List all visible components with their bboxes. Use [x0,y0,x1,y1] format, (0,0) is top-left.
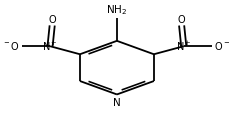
Text: O: O [177,15,185,25]
Text: N$^+$: N$^+$ [175,40,191,53]
Text: N: N [112,98,120,108]
Text: N$^+$: N$^+$ [42,40,58,53]
Text: O$^-$: O$^-$ [213,40,229,52]
Text: NH$_2$: NH$_2$ [106,4,127,17]
Text: $^-$O: $^-$O [2,40,20,52]
Text: O: O [48,15,56,25]
